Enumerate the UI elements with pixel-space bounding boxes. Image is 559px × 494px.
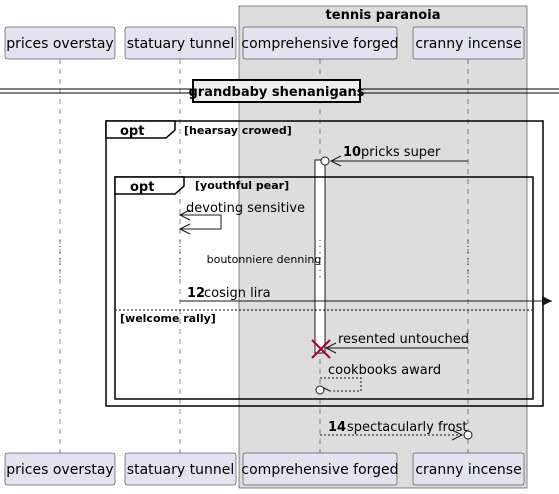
arrowhead-icon — [178, 209, 191, 221]
message-cosign-lira[interactable]: 12 cosign lira — [180, 286, 552, 306]
fragment-inner-tab — [114, 176, 185, 195]
message-pricks-super[interactable]: 10 pricks super — [320, 145, 468, 167]
participant-box — [412, 452, 525, 486]
delay-gap — [316, 237, 324, 282]
message-label: spectacularly frost — [347, 420, 467, 435]
fragment-inner-box — [114, 176, 534, 400]
divider-box — [192, 79, 361, 103]
fragment-outer-opt: opt [hearsay crowed] — [105, 120, 544, 407]
participant-label: comprehensive forged — [241, 36, 398, 52]
participant-cranny-incense-bottom[interactable]: cranny incense — [412, 452, 525, 486]
message-number: 14 — [328, 420, 346, 435]
participant-box — [4, 26, 116, 60]
arrowhead-icon — [178, 223, 191, 235]
message-number: 10 — [343, 145, 361, 160]
participant-box — [124, 26, 237, 60]
participant-statuary-tunnel-bottom[interactable]: statuary tunnel — [124, 452, 237, 486]
divider-grandbaby-shenanigans: grandbaby shenanigans — [0, 79, 559, 103]
participant-statuary-tunnel-top[interactable]: statuary tunnel — [124, 26, 237, 60]
destroy-x-icon — [311, 339, 331, 359]
participant-label: prices overstay — [6, 36, 113, 52]
fragment-inner-opt: opt [youthful pear] [welcome rally] — [114, 176, 534, 400]
fragment-outer-keyword: opt — [120, 124, 144, 139]
arrowhead-icon — [542, 296, 552, 306]
participant-label: cranny incense — [415, 36, 521, 52]
fragment-inner-guard: [youthful pear] — [195, 179, 289, 192]
fragment-inner-keyword: opt — [130, 180, 154, 195]
participant-label: statuary tunnel — [127, 462, 234, 478]
arrowhead-icon — [324, 342, 337, 354]
message-label: resented untouched — [338, 332, 469, 347]
message-label: cookbooks award — [328, 363, 441, 378]
participant-label: comprehensive forged — [241, 462, 398, 478]
fragment-outer-guard: [hearsay crowed] — [184, 124, 292, 137]
lost-message-circle-icon — [463, 430, 473, 440]
participant-comprehensive-forged-bottom[interactable]: comprehensive forged — [241, 452, 399, 486]
box-group-background — [238, 5, 528, 489]
participant-box — [124, 452, 237, 486]
message-label: devoting sensitive — [186, 201, 305, 216]
message-line — [320, 377, 362, 392]
message-cookbooks-award[interactable]: cookbooks award — [315, 363, 441, 395]
fragment-else-guard: [welcome rally] — [120, 312, 216, 325]
participant-prices-overstay-bottom[interactable]: prices overstay — [4, 452, 116, 486]
fragment-outer-box — [105, 120, 544, 407]
arrowhead-icon — [451, 429, 464, 441]
divider-label: grandbaby shenanigans — [188, 85, 364, 100]
delay-label: boutonniere denning — [207, 253, 322, 266]
participant-box — [4, 452, 116, 486]
participant-box — [242, 26, 398, 60]
participant-prices-overstay-top[interactable]: prices overstay — [4, 26, 116, 60]
message-label: cosign lira — [204, 286, 271, 301]
participant-box — [242, 452, 398, 486]
box-group-title: tennis paranoia — [326, 8, 441, 23]
found-circle-icon — [315, 385, 325, 395]
participant-label: prices overstay — [6, 462, 113, 478]
lost-message-circle-icon — [320, 156, 330, 166]
delay-section: boutonniere denning — [59, 237, 469, 282]
participant-label: statuary tunnel — [127, 36, 234, 52]
box-group-tennis-paranoia: tennis paranoia — [238, 5, 528, 489]
message-devoting-sensitive[interactable]: devoting sensitive — [178, 201, 305, 235]
arrowhead-icon — [329, 155, 342, 167]
fragment-outer-tab — [105, 120, 176, 139]
participant-cranny-incense-top[interactable]: cranny incense — [412, 26, 525, 60]
participant-comprehensive-forged-top[interactable]: comprehensive forged — [241, 26, 399, 60]
message-label: pricks super — [361, 145, 441, 160]
message-spectacularly-frost[interactable]: 14 spectacularly frost — [320, 420, 473, 441]
message-resented-untouched[interactable]: resented untouched — [311, 332, 469, 359]
message-number: 12 — [187, 286, 205, 301]
message-line — [180, 214, 222, 230]
participant-label: cranny incense — [415, 462, 521, 478]
participant-box — [412, 26, 525, 60]
